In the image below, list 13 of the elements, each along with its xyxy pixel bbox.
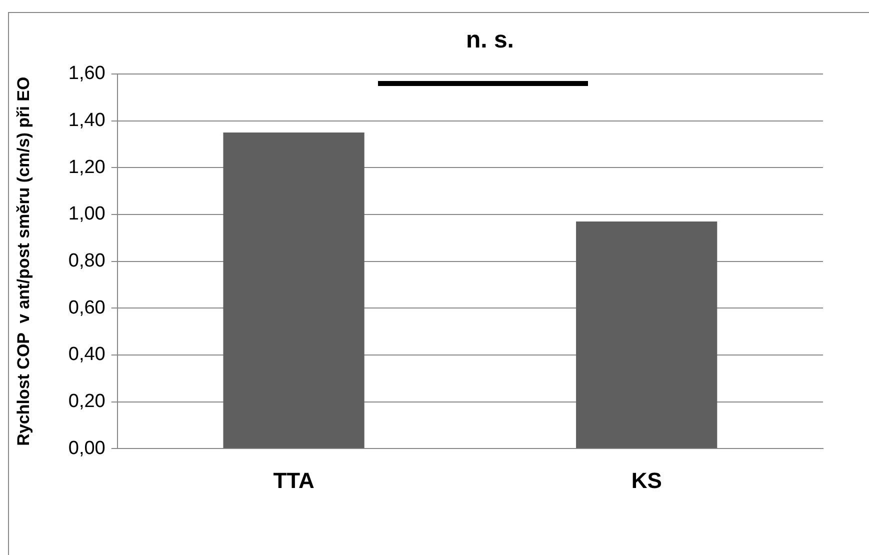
- y-tick-label: 1,00: [68, 204, 106, 225]
- y-tick-label: 1,60: [68, 63, 106, 84]
- y-tick-label: 0,00: [68, 438, 106, 459]
- y-tick-label: 0,40: [68, 344, 106, 366]
- y-tick-label: 1,20: [68, 156, 106, 178]
- x-tick-label: TTA: [273, 468, 314, 493]
- y-tick-label: 0,80: [68, 250, 106, 272]
- x-tick-label: KS: [631, 468, 662, 493]
- y-tick-label: 1,40: [68, 110, 106, 132]
- y-axis-title: Rychlost COP v ant/post směru (cm/s) při EO: [14, 76, 33, 446]
- text: n. s.: [466, 26, 514, 54]
- y-tick-label: 0,60: [68, 297, 106, 318]
- y-tick-label: 0,20: [68, 391, 106, 412]
